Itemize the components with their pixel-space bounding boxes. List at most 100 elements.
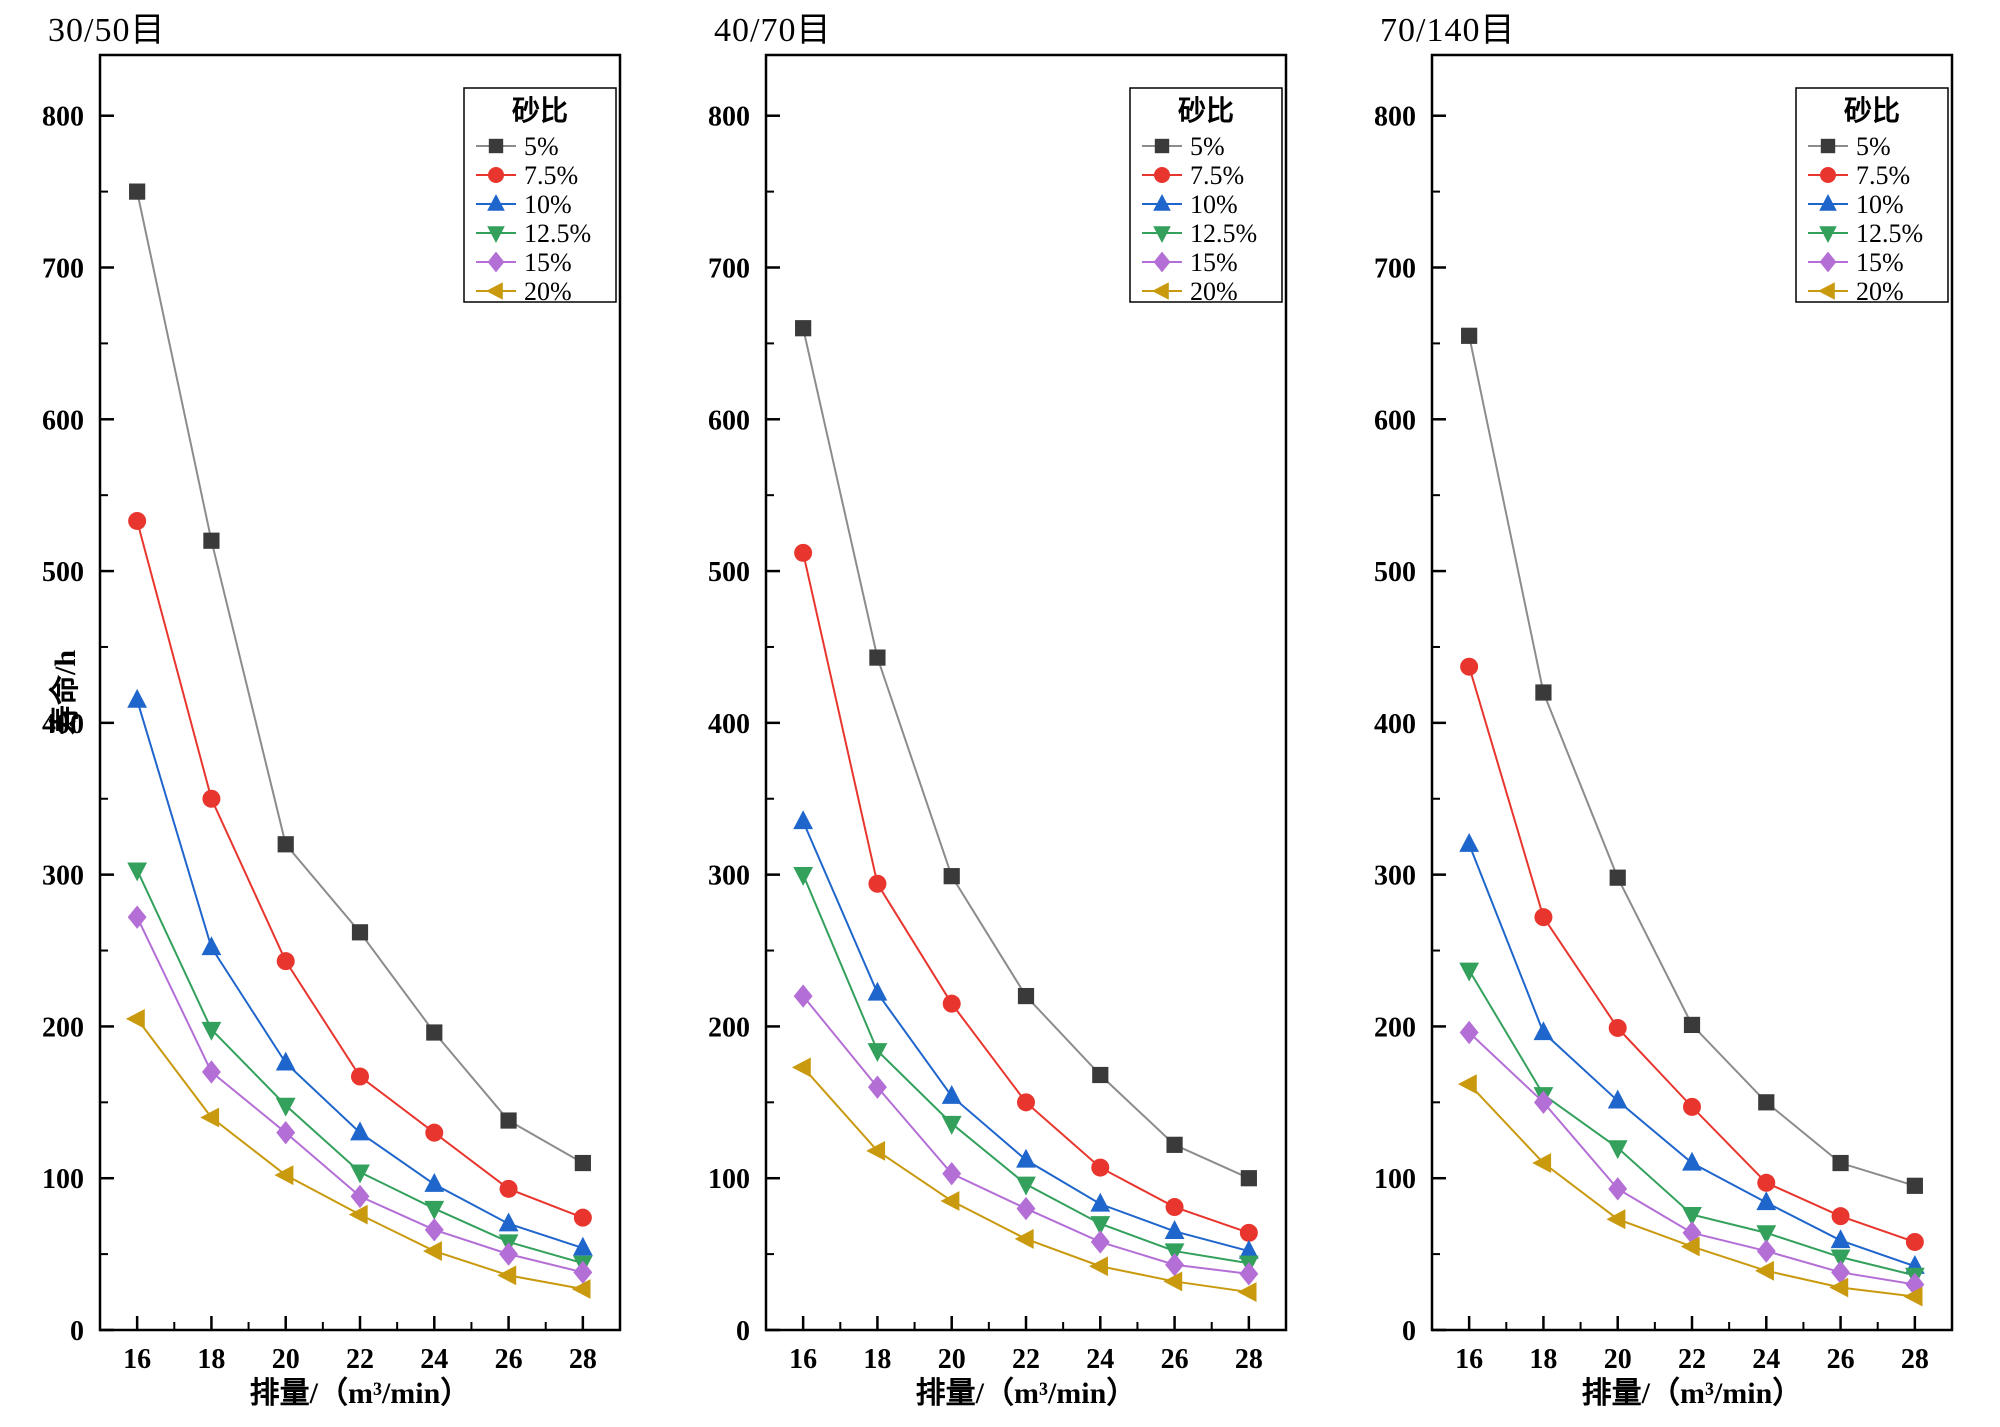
y-tick-label: 500 (1374, 557, 1416, 588)
y-tick-label: 0 (70, 1316, 84, 1347)
legend-entry: 20% (476, 277, 572, 306)
legend-label: 7.5% (524, 161, 578, 190)
legend-entry: 5% (1142, 132, 1225, 161)
chart-canvas: 16 18 20 22 24 26 28 0 100 200 300 400 500 600 700 800 砂… (708, 53, 1288, 1375)
legend-label: 15% (1190, 248, 1238, 277)
y-tick-label: 300 (708, 861, 750, 892)
y-tick-label: 400 (1374, 709, 1416, 740)
series-5% (129, 183, 591, 1172)
x-tick-label: 26 (1827, 1344, 1855, 1375)
series-7.5% (794, 543, 1258, 1242)
y-tick-label: 600 (42, 405, 84, 436)
series-20% (1457, 1074, 1923, 1307)
axes: 16 18 20 22 24 26 28 0 100 200 300 400 500 600 700 800 (1374, 53, 1954, 1375)
axes: 16 18 20 22 24 26 28 0 100 200 300 400 500 600 700 800 (708, 53, 1288, 1375)
legend-label: 5% (1190, 132, 1225, 161)
legend-label: 15% (1856, 248, 1904, 277)
legend-entry: 10% (1808, 190, 1904, 219)
legend-label: 15% (524, 248, 572, 277)
y-tick-label: 400 (708, 709, 750, 740)
x-tick-label: 22 (1678, 1344, 1706, 1375)
series-10% (127, 688, 593, 1256)
y-tick-label: 300 (42, 861, 84, 892)
axes: 16 18 20 22 24 26 28 0 100 200 300 400 500 600 700 800 (42, 53, 622, 1375)
chart-title: 40/70目 (714, 12, 832, 49)
y-tick-label: 700 (42, 254, 84, 285)
x-tick-label: 16 (123, 1344, 151, 1375)
x-tick-label: 18 (1529, 1344, 1557, 1375)
x-tick-label: 24 (1086, 1344, 1114, 1375)
legend-label: 7.5% (1856, 161, 1910, 190)
legend-entry: 15% (1808, 248, 1904, 277)
series-5% (1461, 327, 1923, 1194)
x-tick-label: 18 (863, 1344, 891, 1375)
x-tick-label: 24 (1752, 1344, 1780, 1375)
legend-entry: 15% (476, 248, 572, 277)
legend-entry: 7.5% (1808, 161, 1910, 190)
legend-label: 20% (524, 277, 572, 306)
x-axis-label: 排量/（m³/min） (1581, 1377, 1803, 1410)
legend-label: 5% (1856, 132, 1891, 161)
y-tick-label: 100 (708, 1164, 750, 1195)
y-tick-label: 0 (1402, 1316, 1416, 1347)
y-tick-label: 200 (42, 1012, 84, 1043)
x-tick-label: 20 (1604, 1344, 1632, 1375)
chart-title: 30/50目 (48, 12, 166, 49)
legend-title: 砂比 (1178, 95, 1234, 127)
x-tick-label: 16 (789, 1344, 817, 1375)
y-tick-label: 200 (708, 1012, 750, 1043)
x-tick-label: 20 (272, 1344, 300, 1375)
legend-box (1129, 87, 1283, 303)
legend-label: 10% (524, 190, 572, 219)
legend-box (463, 87, 617, 303)
y-tick-label: 400 (42, 709, 84, 740)
legend-label: 12.5% (1190, 219, 1257, 248)
y-tick-label: 600 (1374, 405, 1416, 436)
x-tick-label: 22 (1012, 1344, 1040, 1375)
x-axis-label: 排量/（m³/min） (915, 1377, 1137, 1410)
series-12.5% (793, 866, 1259, 1275)
chart-panel-40-70: 40/70目 16 18 20 22 24 26 28 0 100 200 300 400 500 600… (666, 0, 1332, 1427)
series-7.5% (1460, 657, 1924, 1251)
x-tick-label: 26 (495, 1344, 523, 1375)
legend-entry: 15% (1142, 248, 1238, 277)
legend-title: 砂比 (512, 95, 568, 127)
y-axis-label: 寿命/h (49, 649, 82, 736)
legend-entry: 12.5% (476, 219, 591, 248)
legend-entry: 20% (1808, 277, 1904, 306)
legend-label: 7.5% (1190, 161, 1244, 190)
legend-entry: 12.5% (1142, 219, 1257, 248)
legend-label: 5% (524, 132, 559, 161)
legend-label: 10% (1856, 190, 1904, 219)
x-tick-label: 16 (1455, 1344, 1483, 1375)
legend-label: 12.5% (524, 219, 591, 248)
series-10% (793, 810, 1259, 1259)
x-tick-label: 22 (346, 1344, 374, 1375)
legend-label: 10% (1190, 190, 1238, 219)
x-tick-label: 28 (1901, 1344, 1929, 1375)
legend-entry: 7.5% (476, 161, 578, 190)
legend-label: 20% (1856, 277, 1904, 306)
chart-panel-70-140: 70/140目 16 18 20 22 24 26 28 0 100 200 300 400 500 60… (1332, 0, 1998, 1427)
y-tick-label: 500 (42, 557, 84, 588)
legend: 砂比 5%7.5%10%12.5%15%20% (1795, 87, 1949, 306)
legend-entry: 12.5% (1808, 219, 1923, 248)
x-tick-label: 18 (197, 1344, 225, 1375)
series-5% (795, 320, 1257, 1187)
y-tick-label: 600 (708, 405, 750, 436)
legend-entry: 10% (1142, 190, 1238, 219)
y-tick-label: 500 (708, 557, 750, 588)
y-tick-label: 100 (1374, 1164, 1416, 1195)
series-15% (127, 905, 593, 1285)
chart-panel-30-50: 30/50目 16 18 20 22 24 26 28 0 100 200 300 400 500 600… (0, 0, 666, 1427)
series-7.5% (128, 511, 592, 1227)
legend-title: 砂比 (1844, 95, 1900, 127)
x-tick-label: 24 (420, 1344, 448, 1375)
series-20% (791, 1057, 1257, 1302)
y-tick-label: 700 (708, 254, 750, 285)
y-tick-label: 300 (1374, 861, 1416, 892)
y-tick-label: 800 (42, 102, 84, 133)
legend-label: 12.5% (1856, 219, 1923, 248)
x-tick-label: 28 (1235, 1344, 1263, 1375)
